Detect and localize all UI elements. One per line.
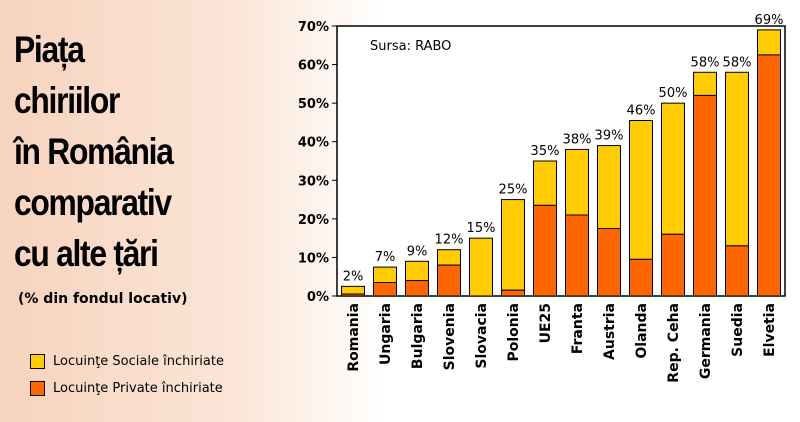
legend-label: Locuinţe Sociale închiriate: [53, 354, 224, 369]
y-tick-label: 60%: [298, 59, 329, 74]
legend-swatch-private: [30, 381, 45, 396]
bar-private: [661, 233, 685, 297]
bar-private: [757, 54, 781, 297]
bar-social: [693, 71, 717, 96]
data-label: 7%: [375, 250, 396, 265]
bar-private: [533, 204, 557, 297]
y-tick-label: 10%: [298, 251, 329, 266]
source-label: Sursa: RABO: [370, 39, 451, 54]
bar-private: [565, 214, 589, 297]
legend-item-social: Locuinţe Sociale închiriate: [30, 348, 224, 375]
x-tick-label: Slovenia: [442, 303, 458, 370]
title-line: comparativ: [14, 182, 172, 223]
x-tick-label: Suedia: [730, 303, 746, 357]
bar-social: [629, 120, 653, 260]
bar-social: [501, 199, 525, 291]
data-label: 2%: [343, 269, 364, 284]
data-label: 69%: [755, 13, 784, 28]
data-label: 25%: [499, 183, 528, 198]
y-tick-label: 50%: [298, 97, 329, 112]
title-line: Piața: [14, 29, 85, 70]
x-tick-label: UE25: [538, 303, 554, 343]
title-line: chiriilor: [14, 80, 120, 121]
x-tick-label: Franta: [570, 303, 586, 354]
y-tick-label: 20%: [298, 213, 329, 228]
bar-social: [405, 260, 429, 282]
x-tick-label: Slovacia: [474, 303, 490, 369]
data-label: 50%: [659, 86, 688, 101]
bar-private: [725, 245, 749, 297]
bar-social: [725, 71, 749, 247]
bar-social: [661, 102, 685, 235]
chart-title: Piața chiriilor în România comparativ cu…: [14, 24, 212, 279]
title-line: în România: [14, 131, 174, 172]
bar-private: [373, 282, 397, 297]
legend-item-private: Locuinţe Private închiriate: [30, 375, 224, 402]
bar-private: [629, 258, 653, 297]
data-label: 12%: [435, 233, 464, 248]
bar-social: [597, 145, 621, 229]
legend-label: Locuinţe Private închiriate: [53, 381, 223, 396]
y-tick-label: 70%: [298, 20, 329, 35]
x-tick-label: Elvetia: [762, 303, 778, 357]
x-tick-label: Germania: [698, 303, 714, 379]
bar-social: [437, 249, 461, 266]
bar-private: [501, 289, 525, 297]
bar-social: [341, 285, 365, 295]
bar-private: [597, 228, 621, 297]
legend: Locuinţe Sociale închiriate Locuinţe Pri…: [30, 348, 224, 402]
data-label: 35%: [531, 144, 560, 159]
bar-private: [341, 293, 365, 297]
bar-social: [565, 148, 589, 216]
data-label: 46%: [627, 104, 656, 119]
data-label: 58%: [691, 55, 720, 70]
x-tick-label: Austria: [602, 303, 618, 360]
bar-social: [469, 237, 493, 297]
x-tick-label: Polonia: [506, 303, 522, 362]
x-tick-label: Rep. Ceha: [666, 303, 682, 383]
y-tick-label: 0%: [307, 290, 329, 305]
data-label: 38%: [563, 132, 592, 147]
bar-social: [757, 29, 781, 56]
x-tick-label: Romania: [346, 303, 362, 372]
bar-social: [533, 160, 557, 206]
data-label: 15%: [467, 221, 496, 236]
bar-private: [693, 94, 717, 297]
x-tick-label: Olanda: [634, 303, 650, 359]
data-label: 39%: [595, 129, 624, 144]
legend-swatch-social: [30, 354, 45, 369]
title-line: cu alte țări: [14, 233, 159, 274]
data-label: 9%: [407, 244, 428, 259]
bar-private: [405, 280, 429, 297]
chart-subtitle: (% din fondul locativ): [18, 291, 188, 307]
bar-private: [437, 264, 461, 297]
y-tick-label: 30%: [298, 174, 329, 189]
bar-social: [373, 266, 397, 284]
x-tick-label: Ungaria: [378, 303, 394, 365]
x-tick-label: Bulgaria: [410, 303, 426, 369]
data-label: 58%: [723, 55, 752, 70]
y-tick-label: 40%: [298, 136, 329, 151]
